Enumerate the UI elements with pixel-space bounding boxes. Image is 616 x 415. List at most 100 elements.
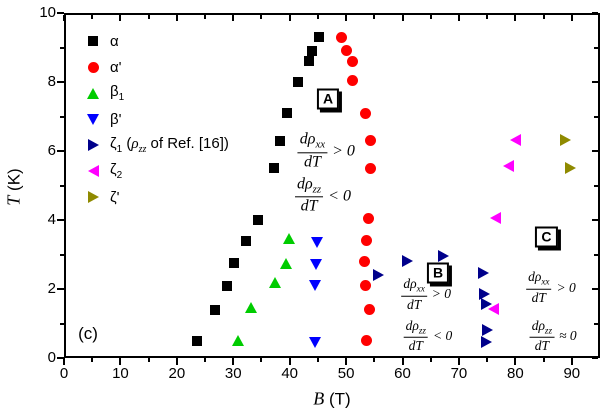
y-major-tick: [57, 150, 64, 152]
plot-area: [64, 13, 600, 358]
legend-label: α: [110, 32, 119, 50]
data-point-alpha: [303, 56, 314, 67]
legend-item-zeta2: ζ2: [84, 158, 229, 184]
x-tick-label: 40: [281, 365, 299, 382]
x-tick-label: 0: [59, 365, 69, 382]
y-major-tick-right: [592, 81, 598, 83]
panel-label: (c): [78, 324, 98, 343]
annotation-B-zz: dρzz dT < 0: [403, 317, 453, 353]
annotation-B-xx: dρxx dT > 0: [401, 275, 452, 312]
data-point-zeta1: [477, 266, 489, 279]
x-major-tick: [570, 358, 573, 365]
y-major-tick: [57, 219, 64, 221]
region-label-C: C: [535, 226, 558, 248]
data-point-alpha-prime: [363, 304, 375, 316]
x-major-tick-top: [457, 15, 460, 21]
data-point-beta1: [268, 276, 281, 288]
data-point-zeta-prime: [564, 161, 576, 174]
x-minor-tick: [316, 358, 319, 362]
x-minor-tick: [204, 358, 207, 362]
x-major-tick: [175, 358, 178, 365]
x-major-tick-top: [401, 15, 404, 21]
annotation-A-xx: dρxx dT > 0: [297, 130, 355, 170]
data-point-zeta1: [481, 323, 493, 336]
x-minor-tick-top: [204, 15, 207, 19]
legend-label: β': [110, 110, 122, 128]
data-point-alpha-prime: [358, 255, 370, 267]
y-major-tick: [57, 12, 64, 14]
x-minor-tick-top: [316, 15, 319, 19]
data-point-beta-prime: [309, 259, 322, 271]
y-tick-label: 6: [47, 142, 56, 159]
data-point-alpha: [314, 32, 325, 43]
data-point-zeta-prime: [559, 134, 571, 147]
x-major-tick: [288, 358, 291, 365]
data-point-alpha: [275, 135, 286, 146]
y-axis-unit: (K): [4, 168, 24, 191]
x-major-tick-top: [570, 15, 573, 21]
y-minor-tick: [60, 115, 64, 118]
triangle-left-icon: [84, 165, 102, 177]
x-minor-tick-top: [91, 15, 94, 19]
x-major-tick-top: [175, 15, 178, 21]
data-point-alpha-prime: [340, 45, 352, 57]
data-point-zeta2: [487, 303, 499, 316]
data-point-alpha-prime: [360, 107, 372, 119]
x-major-tick-top: [232, 15, 235, 21]
y-major-tick: [57, 357, 64, 359]
x-minor-tick-top: [373, 15, 376, 19]
y-minor-tick-right: [594, 115, 598, 118]
x-minor-tick-top: [147, 15, 150, 19]
data-point-alpha-prime: [361, 235, 373, 247]
x-major-tick-top: [63, 15, 65, 21]
data-point-beta1: [282, 233, 295, 245]
y-minor-tick: [60, 322, 64, 325]
x-major-tick-top: [119, 15, 122, 21]
data-point-zeta1: [480, 335, 492, 348]
data-point-alpha-prime: [347, 55, 359, 67]
data-point-beta1: [244, 302, 257, 314]
y-minor-tick-right: [594, 46, 598, 49]
y-minor-tick-right: [594, 322, 598, 325]
legend-label: ζ': [110, 188, 120, 206]
y-tick-label: 0: [47, 349, 56, 366]
legend-item-beta-prime: β': [84, 106, 229, 132]
data-point-zeta1: [479, 287, 491, 300]
y-minor-tick: [60, 253, 64, 256]
x-tick-label: 10: [112, 365, 129, 382]
x-major-tick-top: [345, 15, 348, 21]
data-point-alpha-prime: [335, 31, 347, 43]
data-point-alpha-prime: [361, 335, 373, 347]
x-tick-label: 90: [563, 365, 581, 382]
y-axis-title: T (K): [4, 168, 25, 205]
y-tick-label: 2: [47, 280, 56, 297]
data-point-beta1: [279, 257, 292, 269]
x-minor-tick-top: [486, 15, 489, 19]
data-point-alpha: [192, 335, 203, 346]
legend-label: α': [110, 58, 122, 76]
legend-label: ζ2: [110, 161, 123, 181]
circle-icon: [84, 61, 102, 73]
x-major-tick-top: [288, 15, 291, 21]
data-point-alpha: [228, 258, 239, 269]
data-point-beta-prime: [308, 336, 321, 348]
data-point-zeta2: [502, 160, 514, 173]
x-major-tick: [119, 358, 122, 365]
y-major-tick-right: [592, 219, 598, 221]
data-point-zeta2: [509, 134, 521, 147]
legend-label: ζ1 (ρzz of Ref. [16]): [110, 135, 229, 155]
x-axis-variable: B: [313, 388, 325, 409]
x-minor-tick: [260, 358, 263, 362]
x-tick-label: 70: [450, 365, 468, 382]
data-point-alpha-prime: [347, 74, 359, 86]
legend: α α' β1 β' ζ1 (ρzz of Ref. [16]) ζ2 ζ': [84, 28, 229, 210]
triangle-right-icon: [84, 139, 102, 151]
data-point-alpha-prime: [365, 162, 377, 174]
x-major-tick: [345, 358, 348, 365]
legend-item-zeta-prime: ζ': [84, 184, 229, 210]
x-minor-tick: [373, 358, 376, 362]
y-minor-tick-right: [594, 253, 598, 256]
x-minor-tick: [542, 358, 545, 362]
x-minor-tick-top: [542, 15, 545, 19]
